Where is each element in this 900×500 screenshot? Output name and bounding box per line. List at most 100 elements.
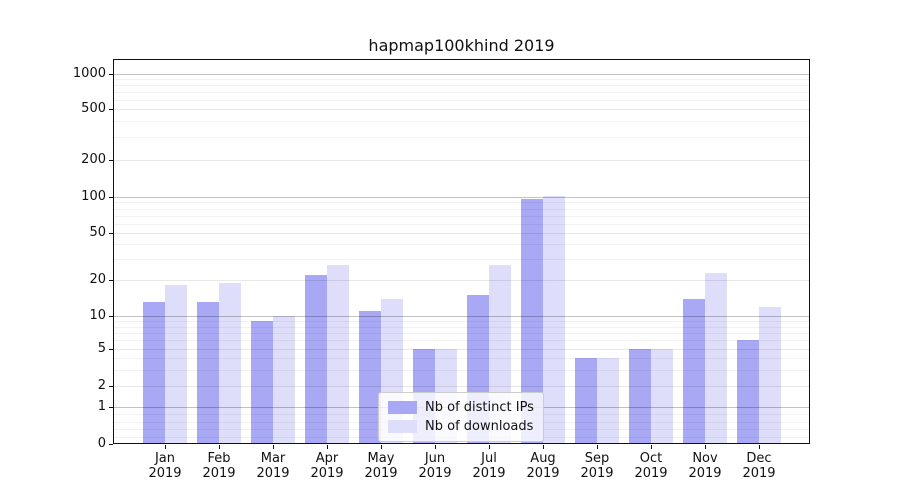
xtick-label-dec: Dec 2019: [742, 451, 776, 481]
gridline-5: [114, 349, 809, 350]
xtick-feb: [219, 445, 220, 449]
gridline-minor-8: [114, 327, 809, 328]
gridline-minor-70: [114, 216, 809, 217]
bar-apr-downloads: [327, 265, 349, 443]
bar-jan-distinct-ips: [143, 302, 165, 443]
xtick-dec: [759, 445, 760, 449]
gridline-minor-9: [114, 321, 809, 322]
bar-nov-distinct-ips: [683, 299, 705, 443]
xtick-jun: [435, 445, 436, 449]
ytick-label-1000: 1000: [72, 66, 106, 81]
bar-nov-downloads: [705, 273, 727, 443]
xtick-oct: [651, 445, 652, 449]
ytick-10: [109, 316, 113, 317]
gridline-minor-300: [114, 137, 809, 138]
gridline-1000: [114, 74, 809, 75]
legend: Nb of distinct IPs Nb of downloads: [378, 392, 544, 442]
xtick-label-jan: Jan 2019: [148, 451, 182, 481]
gridline-100: [114, 197, 809, 198]
ytick-label-0: 0: [97, 436, 106, 451]
ytick-0: [109, 444, 113, 445]
xtick-label-jul: Jul 2019: [472, 451, 506, 481]
xtick-mar: [273, 445, 274, 449]
ytick-label-200: 200: [81, 152, 106, 167]
xtick-apr: [327, 445, 328, 449]
gridline-minor-800: [114, 85, 809, 86]
legend-item-distinct-ips: Nb of distinct IPs: [388, 400, 534, 415]
gridline-minor-4: [114, 358, 809, 359]
legend-item-downloads: Nb of downloads: [388, 419, 534, 434]
gridline-minor-80: [114, 209, 809, 210]
ytick-20: [109, 280, 113, 281]
xtick-jan: [165, 445, 166, 449]
ytick-5: [109, 349, 113, 350]
chart-title: hapmap100khind 2019: [368, 36, 555, 55]
xtick-jul: [489, 445, 490, 449]
bar-sep-distinct-ips: [575, 358, 597, 443]
bar-apr-distinct-ips: [305, 275, 327, 443]
bar-mar-distinct-ips: [251, 321, 273, 443]
gridline-minor-900: [114, 79, 809, 80]
legend-label-downloads: Nb of downloads: [425, 419, 534, 434]
ytick-label-500: 500: [81, 101, 106, 116]
xtick-label-mar: Mar 2019: [256, 451, 290, 481]
ytick-1: [109, 407, 113, 408]
xtick-nov: [705, 445, 706, 449]
xtick-label-may: May 2019: [364, 451, 398, 481]
bar-sep-downloads: [597, 358, 619, 443]
gridline-200: [114, 160, 809, 161]
ytick-100: [109, 197, 113, 198]
gridline-2: [114, 386, 809, 387]
xtick-may: [381, 445, 382, 449]
bar-aug-downloads: [543, 196, 565, 443]
gridline-minor-600: [114, 100, 809, 101]
legend-label-distinct-ips: Nb of distinct IPs: [425, 400, 534, 415]
xtick-label-apr: Apr 2019: [310, 451, 344, 481]
ytick-50: [109, 233, 113, 234]
legend-swatch-downloads: [388, 420, 417, 433]
bar-dec-distinct-ips: [737, 340, 759, 443]
ytick-label-5: 5: [97, 341, 106, 356]
gridline-minor-3: [114, 370, 809, 371]
ytick-label-100: 100: [81, 189, 106, 204]
ytick-label-10: 10: [89, 308, 106, 323]
ytick-label-2: 2: [97, 378, 106, 393]
bar-dec-downloads: [759, 307, 781, 443]
xtick-label-feb: Feb 2019: [202, 451, 236, 481]
xtick-label-jun: Jun 2019: [418, 451, 452, 481]
gridline-minor-6: [114, 340, 809, 341]
gridline-20: [114, 280, 809, 281]
xtick-label-aug: Aug 2019: [526, 451, 560, 481]
gridline-minor-60: [114, 224, 809, 225]
ytick-2: [109, 386, 113, 387]
xtick-sep: [597, 445, 598, 449]
bar-oct-downloads: [651, 349, 673, 443]
ytick-500: [109, 109, 113, 110]
gridline-minor-40: [114, 244, 809, 245]
bar-may-distinct-ips: [359, 311, 381, 443]
gridline-50: [114, 233, 809, 234]
ytick-label-20: 20: [89, 272, 106, 287]
legend-swatch-distinct-ips: [388, 401, 417, 414]
bar-aug-distinct-ips: [521, 199, 543, 443]
gridline-10: [114, 316, 809, 317]
gridline-minor-400: [114, 121, 809, 122]
bar-oct-distinct-ips: [629, 349, 651, 443]
xtick-aug: [543, 445, 544, 449]
gridline-500: [114, 109, 809, 110]
bar-jan-downloads: [165, 285, 187, 443]
ytick-1000: [109, 74, 113, 75]
bar-mar-downloads: [273, 316, 295, 443]
gridline-minor-7: [114, 333, 809, 334]
gridline-minor-90: [114, 202, 809, 203]
ytick-label-50: 50: [89, 225, 106, 240]
ytick-200: [109, 160, 113, 161]
gridline-minor-700: [114, 92, 809, 93]
ytick-label-1: 1: [97, 399, 106, 414]
gridline-minor-30: [114, 259, 809, 260]
bar-feb-downloads: [219, 283, 241, 443]
xtick-label-nov: Nov 2019: [688, 451, 722, 481]
xtick-label-oct: Oct 2019: [634, 451, 668, 481]
xtick-label-sep: Sep 2019: [580, 451, 614, 481]
